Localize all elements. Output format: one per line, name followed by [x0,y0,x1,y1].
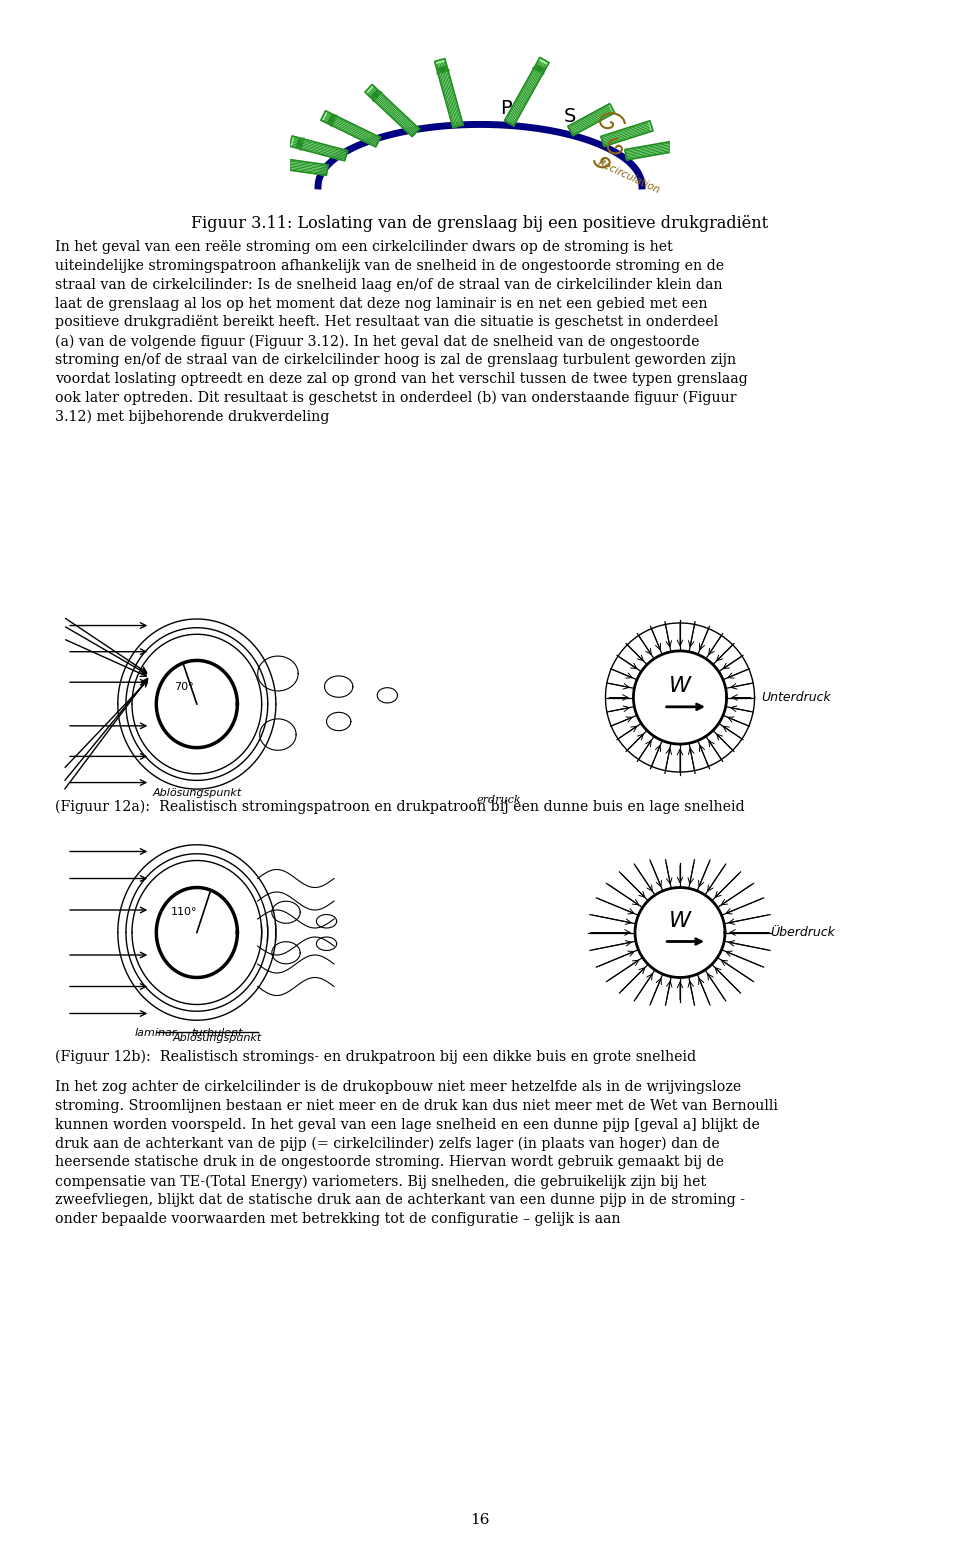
Polygon shape [435,59,463,128]
Text: 3.12) met bijbehorende drukverdeling: 3.12) met bijbehorende drukverdeling [55,409,329,423]
Polygon shape [568,104,614,136]
Text: heersende statische druk in de ongestoorde stroming. Hiervan wordt gebruik gemaa: heersende statische druk in de ongestoor… [55,1156,724,1170]
Text: druk aan de achterkant van de pijp (= cirkelcilinder) zelfs lager (in plaats van: druk aan de achterkant van de pijp (= ci… [55,1137,719,1151]
Text: ook later optreden. Dit resultaat is geschetst in onderdeel (b) van onderstaande: ook later optreden. Dit resultaat is ges… [55,391,736,405]
Text: zweefvliegen, blijkt dat de statische druk aan de achterkant van een dunne pijp : zweefvliegen, blijkt dat de statische dr… [55,1193,745,1207]
Text: voordat loslating optreedt en deze zal op grond van het verschil tussen de twee : voordat loslating optreedt en deze zal o… [55,372,748,386]
Text: 70°: 70° [175,681,194,692]
Text: stroming en/of de straal van de cirkelcilinder hoog is zal de grenslaag turbulen: stroming en/of de straal van de cirkelci… [55,354,736,368]
Text: compensatie van TE-(Total Energy) variometers. Bij snelheden, die gebruikelijk z: compensatie van TE-(Total Energy) variom… [55,1174,706,1188]
Text: positieve drukgradiënt bereikt heeft. Het resultaat van die situatie is geschets: positieve drukgradiënt bereikt heeft. He… [55,315,718,329]
Text: (a) van de volgende figuur (Figuur 3.12). In het geval dat de snelheid van de on: (a) van de volgende figuur (Figuur 3.12)… [55,334,699,349]
Text: Recirculation: Recirculation [595,158,661,195]
Polygon shape [290,136,348,161]
Text: Ablösungspunkt: Ablösungspunkt [173,1032,262,1043]
Text: laat de grenslaag al los op het moment dat deze nog laminair is en net een gebie: laat de grenslaag al los op het moment d… [55,297,708,311]
Text: 16: 16 [470,1513,490,1526]
Polygon shape [505,57,549,125]
Text: erdruck: erdruck [477,796,521,805]
Text: straal van de cirkelcilinder: Is de snelheid laag en/of de straal van de cirkelc: straal van de cirkelcilinder: Is de snel… [55,278,722,292]
Text: W: W [669,675,691,695]
Text: In het zog achter de cirkelcilinder is de drukopbouw niet meer hetzelfde als in : In het zog achter de cirkelcilinder is d… [55,1080,741,1094]
Text: W: W [669,912,691,932]
Text: Figuur 3.11: Loslating van de grenslaag bij een positieve drukgradiënt: Figuur 3.11: Loslating van de grenslaag … [191,215,769,232]
Text: P: P [500,99,512,117]
Text: S: S [564,107,576,127]
Text: stroming. Stroomlijnen bestaan er niet meer en de druk kan dus niet meer met de : stroming. Stroomlijnen bestaan er niet m… [55,1098,778,1112]
Text: 110°: 110° [171,907,197,918]
Polygon shape [321,111,380,147]
Polygon shape [625,141,682,161]
Polygon shape [274,158,328,175]
Text: uiteindelijke stromingspatroon afhankelijk van de snelheid in de ongestoorde str: uiteindelijke stromingspatroon afhankeli… [55,260,724,273]
Text: (Figuur 12b):  Realistisch stromings- en drukpatroon bij een dikke buis en grote: (Figuur 12b): Realistisch stromings- en … [55,1051,696,1065]
Text: Unterdruck: Unterdruck [761,691,831,705]
Text: laminar: laminar [135,1029,178,1038]
Text: In het geval van een reële stroming om een cirkelcilinder dwars op de stroming i: In het geval van een reële stroming om e… [55,239,672,253]
Polygon shape [601,121,653,147]
Text: Überdruck: Überdruck [770,925,835,939]
Text: Ablösungspunkt: Ablösungspunkt [153,788,242,797]
Text: kunnen worden voorspeld. In het geval van een lage snelheid en een dunne pijp [g: kunnen worden voorspeld. In het geval va… [55,1117,759,1131]
Text: turbulent: turbulent [191,1029,243,1038]
Text: (Figuur 12a):  Realistisch stromingspatroon en drukpatroon bij een dunne buis en: (Figuur 12a): Realistisch stromingspatro… [55,800,744,814]
Polygon shape [365,85,420,136]
Text: onder bepaalde voorwaarden met betrekking tot de configuratie – gelijk is aan: onder bepaalde voorwaarden met betrekkin… [55,1211,620,1225]
